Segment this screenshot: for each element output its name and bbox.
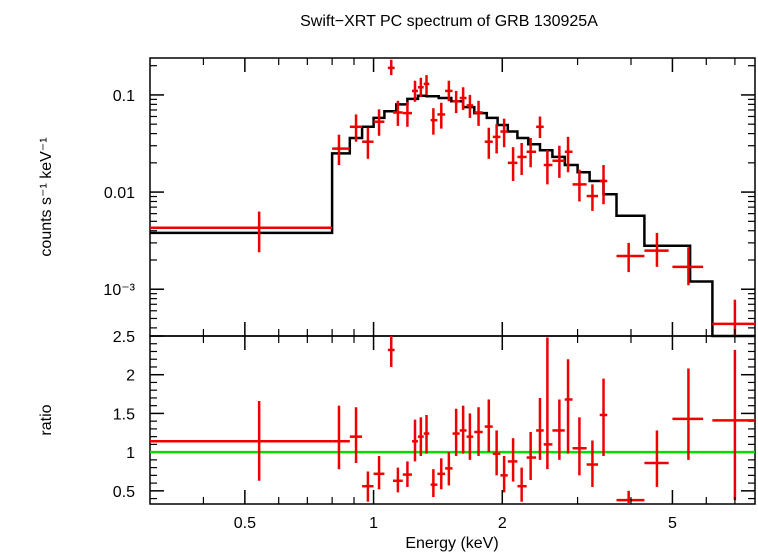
y-tick-label: 0.5 — [113, 484, 135, 501]
x-axis-ticks: 0.5 1 2 5 — [202, 58, 736, 532]
spectrum-point — [402, 101, 413, 127]
spectrum-point — [507, 147, 518, 182]
ratio-point — [150, 401, 333, 481]
spectrum-point — [387, 59, 395, 76]
spectrum-point — [349, 114, 363, 142]
spectrum-point — [437, 102, 446, 129]
y-tick-label: 10⁻³ — [103, 282, 135, 299]
spectrum-point — [362, 127, 374, 159]
spectrum-point — [564, 136, 573, 173]
ratio-point — [402, 461, 413, 487]
y-tick-label: 0.01 — [104, 185, 135, 202]
spectrum-point — [150, 211, 333, 253]
ratio-point — [572, 417, 587, 476]
ratio-point — [484, 399, 493, 453]
spectrum-point — [445, 80, 453, 102]
ratio-point — [507, 438, 518, 482]
ratio-point — [412, 419, 418, 462]
ratio-point — [672, 368, 704, 460]
ratio-point — [362, 471, 374, 502]
ratio-point — [452, 408, 460, 456]
spectrum-point — [712, 299, 755, 336]
ratio-y-ticks: 0.5 1 1.5 2 2.5 — [113, 329, 755, 501]
ratio-point — [392, 467, 403, 493]
ratio-point — [417, 417, 424, 456]
spectrum-point — [672, 247, 704, 286]
ratio-point — [517, 467, 527, 502]
spectrum-model — [150, 94, 755, 338]
spectrum-data-points — [150, 59, 755, 336]
y-tick-label: 0.1 — [113, 88, 135, 105]
spectrum-point — [492, 124, 501, 154]
spectrum-point — [423, 75, 430, 95]
ratio-y-axis-label: ratio — [38, 404, 55, 435]
ratio-point — [599, 378, 608, 456]
ratio-point — [445, 452, 453, 486]
spectrum-point — [572, 169, 587, 202]
ratio-point — [332, 405, 350, 470]
ratio-point — [552, 399, 565, 460]
model-curve — [150, 94, 755, 338]
ratio-point — [492, 430, 501, 476]
ratio-point — [437, 458, 446, 490]
spectrum-point — [616, 242, 645, 273]
spectrum-point — [430, 108, 438, 135]
ratio-point — [536, 397, 544, 460]
ratio-panel: 0.5 1 1.5 2 2.5 ratio — [38, 329, 756, 505]
ratio-point — [500, 456, 508, 493]
spectrum-point — [417, 77, 424, 98]
ratio-point — [373, 456, 385, 490]
ratio-point — [543, 337, 553, 470]
ratio-point — [644, 430, 669, 487]
ratio-point — [423, 414, 430, 454]
spectrum-y-axis-label: counts s⁻¹ keV⁻¹ — [38, 137, 55, 256]
y-tick-label: 1.5 — [113, 406, 135, 423]
y-tick-label: 1 — [126, 445, 135, 462]
spectrum-point — [586, 184, 599, 211]
ratio-point — [474, 407, 483, 456]
spectrum-point — [552, 145, 565, 178]
y-tick-label: 2 — [126, 368, 135, 385]
spectrum-point — [392, 100, 403, 126]
ratio-point — [526, 432, 537, 480]
spectrum-point — [459, 87, 467, 110]
spectrum-point — [526, 138, 537, 168]
ratio-data-points — [150, 336, 755, 504]
x-tick-label: 2 — [498, 515, 507, 532]
ratio-point — [466, 413, 474, 460]
spectrum-point — [452, 90, 460, 114]
ratio-point — [387, 336, 395, 367]
x-axis-label: Energy (keV) — [405, 535, 498, 552]
ratio-point — [712, 349, 755, 501]
spectrum-point — [466, 94, 474, 118]
ratio-point — [349, 407, 363, 463]
ratio-point — [564, 359, 573, 454]
ratio-point — [430, 469, 438, 498]
spectrum-point — [474, 100, 483, 126]
spectrum-point — [599, 165, 608, 205]
spectrum-point — [543, 150, 553, 185]
spectrum-point — [484, 127, 493, 159]
x-tick-label: 5 — [668, 515, 677, 532]
spectrum-panel: 0.1 0.01 10⁻³ counts s⁻¹ keV⁻¹ — [38, 57, 756, 338]
spectrum-point — [517, 143, 527, 175]
spectrum-point — [500, 118, 508, 148]
spectrum-point — [332, 134, 350, 166]
chart-title: Swift−XRT PC spectrum of GRB 130925A — [300, 13, 598, 30]
ratio-point — [586, 440, 599, 487]
spectrum-point — [373, 109, 385, 136]
spectrum-point — [644, 232, 669, 267]
x-tick-label: 0.5 — [234, 515, 256, 532]
ratio-plot-frame — [149, 335, 756, 505]
y-tick-label: 2.5 — [113, 329, 135, 346]
ratio-point — [459, 405, 467, 454]
x-tick-label: 1 — [369, 515, 378, 532]
spectrum-y-ticks: 0.1 0.01 10⁻³ — [103, 65, 755, 329]
spectrum-point — [536, 116, 544, 139]
spectrum-point — [412, 80, 418, 102]
